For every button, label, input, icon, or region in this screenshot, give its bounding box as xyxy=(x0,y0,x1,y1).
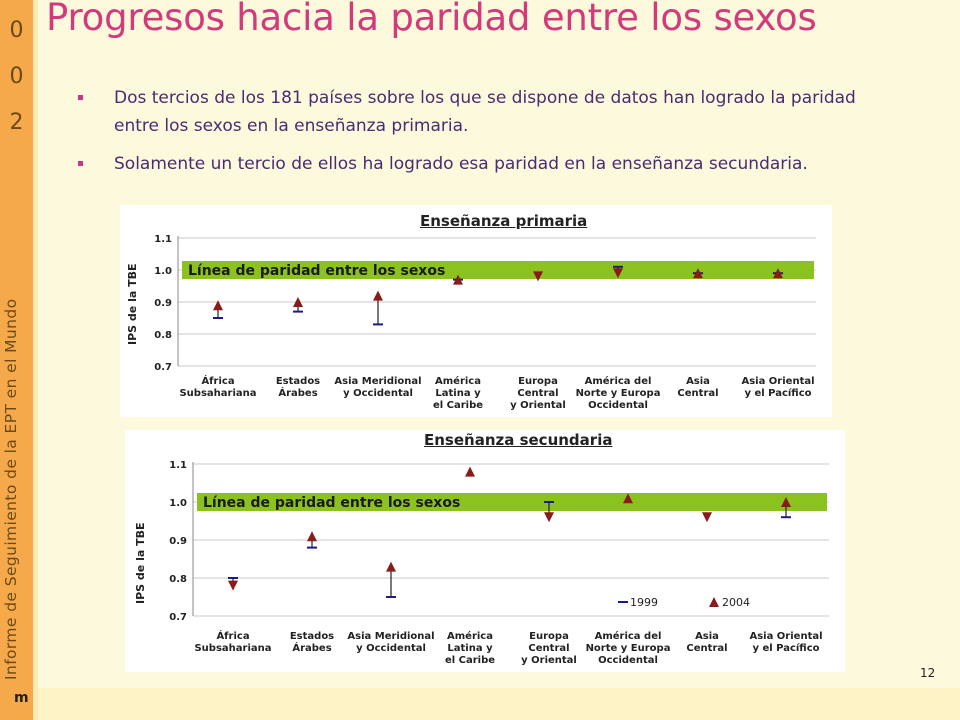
legend-2004-label: 2004 xyxy=(722,596,750,609)
x-tick-label: Norte y Europa xyxy=(586,643,671,654)
x-tick-label: y el Pacífico xyxy=(752,642,819,654)
y-tick-label: 0.7 xyxy=(169,612,187,623)
chart-secondary: 0.7 0.8 0.9 1.0 1.1 Línea de paridad entre lo… xyxy=(169,460,829,666)
x-tick-label: América xyxy=(447,630,493,642)
marker-2004 xyxy=(373,290,383,301)
parity-label: Línea de paridad entre los sexos xyxy=(203,495,460,511)
x-tick-label: Subsahariana xyxy=(179,388,256,399)
x-tick-label: África xyxy=(216,629,249,642)
x-tick-label: Europa xyxy=(529,631,569,642)
x-tick-label: y Oriental xyxy=(521,655,577,666)
x-tick-label: Árabes xyxy=(292,641,331,654)
x-tick-label: América xyxy=(435,375,481,387)
marker-2004 xyxy=(293,297,303,307)
x-tick-label: América del xyxy=(585,375,652,387)
sidebar: 0 0 2 Informe de Seguimiento de la EPT e… xyxy=(0,0,33,720)
x-tick-label: Europa xyxy=(518,376,558,387)
x-tick-label: Occidental xyxy=(588,400,648,411)
y-tick-label: 0.7 xyxy=(154,362,172,373)
y-tick-label: 1.1 xyxy=(169,460,187,471)
legend-2004-marker xyxy=(709,597,719,607)
x-tick-label: América del xyxy=(595,630,662,642)
x-tick-label: y Occidental xyxy=(343,388,413,399)
x-tick-label: Árabes xyxy=(278,386,317,399)
x-tick-label: Norte y Europa xyxy=(576,388,661,399)
x-tick-label: Asia Meridional xyxy=(347,631,434,642)
page-title: Progresos hacia la paridad entre los sex… xyxy=(46,0,817,39)
chart-title-primary: Enseñanza primaria xyxy=(420,212,588,230)
x-tick-label: Asia xyxy=(695,631,719,642)
x-tick-label: Subsahariana xyxy=(194,643,271,654)
chart-panel-primary xyxy=(120,205,832,417)
legend-1999-label: 1999 xyxy=(630,596,658,609)
year-digit: 2 xyxy=(9,110,24,135)
marker-2004 xyxy=(702,512,712,523)
marker-2004 xyxy=(544,512,554,523)
x-tick-label: Central xyxy=(686,643,727,654)
marker-2004 xyxy=(213,300,223,311)
page-number: 12 xyxy=(920,666,936,680)
x-tick-label: Asia Meridional xyxy=(334,376,421,387)
x-tick-label: Central xyxy=(517,388,558,399)
bullet-item: Dos tercios de los 181 países sobre los … xyxy=(78,84,898,140)
bullet-text: Dos tercios de los 181 países sobre los … xyxy=(114,88,856,136)
marker-2004 xyxy=(307,531,317,542)
sidebar-vertical-text: Informe de Seguimiento de la EPT en el M… xyxy=(2,298,20,680)
x-tick-label: Asia xyxy=(686,376,710,387)
marker-2004 xyxy=(613,268,623,279)
x-tick-label: Asia Oriental xyxy=(749,631,822,642)
x-tick-label: Estados xyxy=(276,376,320,387)
marker-2004 xyxy=(773,268,783,279)
bullet-text: Solamente un tercio de ellos ha logrado … xyxy=(114,154,808,174)
marker-2004 xyxy=(386,561,396,572)
marker-2004 xyxy=(781,497,791,507)
footer-band xyxy=(38,688,960,720)
x-tick-label: Central xyxy=(528,643,569,654)
y-tick-label: 0.9 xyxy=(154,298,172,309)
x-tick-label: el Caribe xyxy=(433,400,483,411)
x-tick-label: Central xyxy=(677,388,718,399)
y-tick-label: 0.8 xyxy=(169,574,187,585)
x-tick-label: Latina y xyxy=(435,388,481,399)
x-tick-label: Asia Oriental xyxy=(741,376,814,387)
x-tick-label: África xyxy=(201,374,234,387)
y-tick-label: 1.0 xyxy=(154,266,172,277)
x-tick-label: y el Pacífico xyxy=(744,387,811,399)
x-tick-label: Latina y xyxy=(447,643,493,654)
marker-2004 xyxy=(533,271,543,282)
x-tick-label: Occidental xyxy=(598,655,658,666)
footer-mark: m xyxy=(14,690,29,706)
y-tick-label: 0.9 xyxy=(169,536,187,547)
bullet-marker xyxy=(78,161,83,166)
parity-band xyxy=(197,493,827,511)
marker-2004 xyxy=(693,268,703,279)
marker-2004 xyxy=(453,274,463,285)
year-digit: 0 xyxy=(9,64,24,89)
marker-2004 xyxy=(228,580,238,591)
x-tick-label: y Occidental xyxy=(356,643,426,654)
chart-panel-secondary xyxy=(125,430,845,672)
marker-2004 xyxy=(465,466,475,477)
y-tick-label: 1.0 xyxy=(169,498,187,509)
parity-band xyxy=(182,261,814,279)
x-tick-label: el Caribe xyxy=(445,655,495,666)
chart-title-secondary: Enseñanza secundaria xyxy=(424,431,613,449)
sidebar-divider xyxy=(33,0,38,720)
x-tick-label: Estados xyxy=(290,631,334,642)
bullet-marker xyxy=(78,95,83,100)
bullet-item: Solamente un tercio de ellos ha logrado … xyxy=(78,150,898,178)
year-digit: 0 xyxy=(9,18,24,43)
y-tick-label: 1.1 xyxy=(154,234,172,245)
parity-label: Línea de paridad entre los sexos xyxy=(188,263,445,279)
x-tick-label: y Oriental xyxy=(510,400,566,411)
chart-primary: 0.7 0.8 0.9 1.0 1.1 Línea de paridad entre lo… xyxy=(154,234,816,411)
marker-2004 xyxy=(623,493,633,504)
bullet-list: Dos tercios de los 181 países sobre los … xyxy=(78,84,898,188)
y-tick-label: 0.8 xyxy=(154,330,172,341)
